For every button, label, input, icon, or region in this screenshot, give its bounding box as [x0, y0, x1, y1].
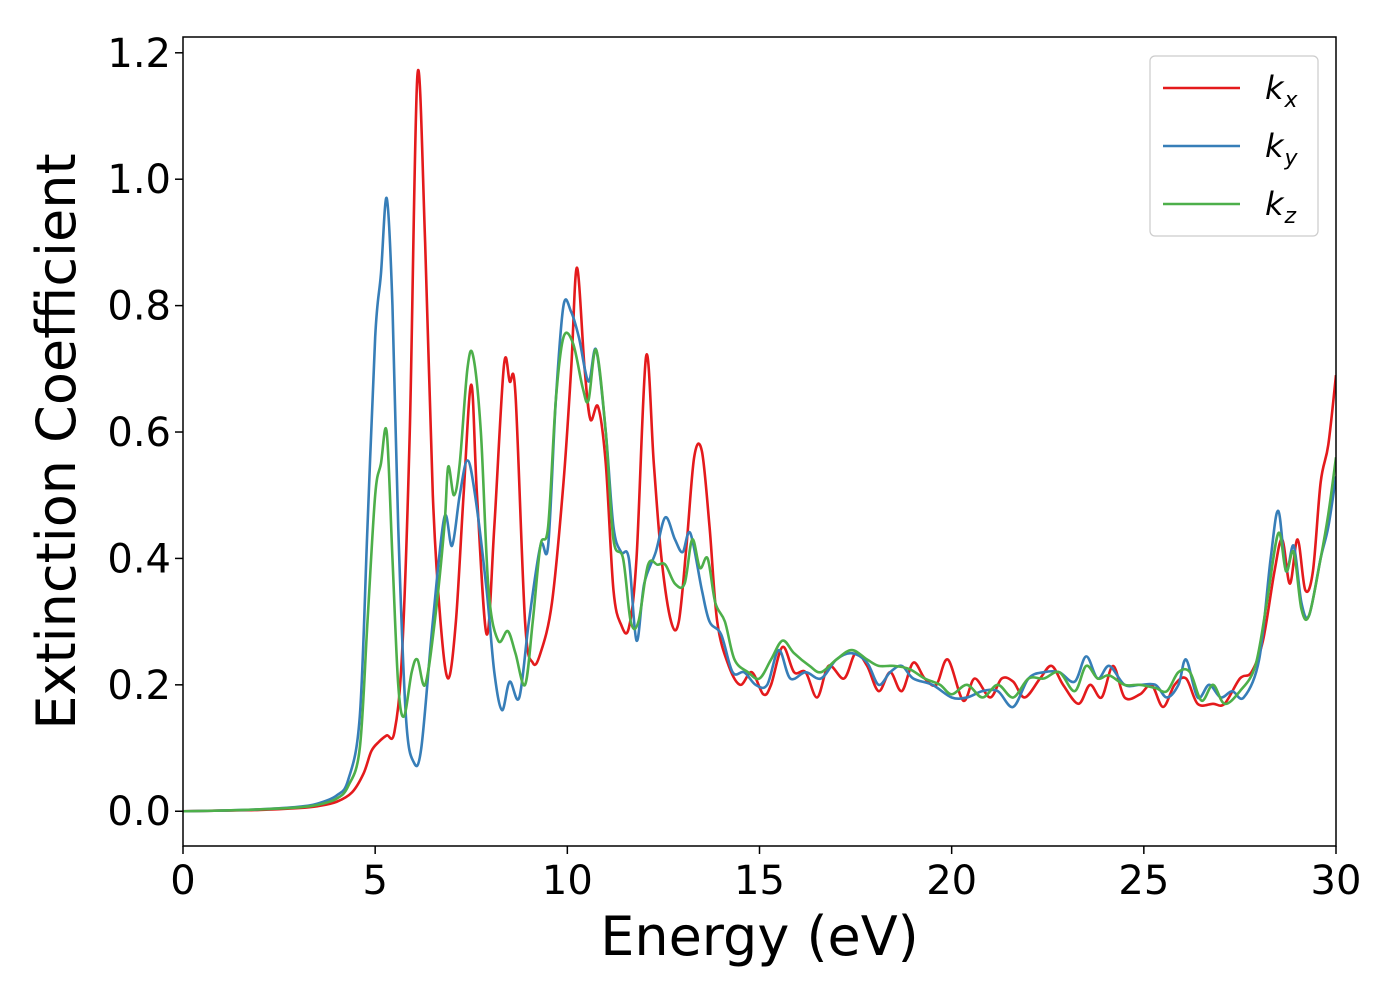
series-line-kx: [183, 68, 1336, 813]
x-axis: 0 5 10 15 20 25 30: [170, 846, 1361, 904]
series-line-ky: [183, 196, 1336, 813]
legend: kx ky kz: [1149, 55, 1319, 237]
x-tick-label: 5: [362, 858, 387, 904]
y-tick-label: 1.0: [107, 157, 171, 203]
x-tick-label: 10: [542, 858, 593, 904]
legend-label-kz: kz: [1265, 185, 1297, 229]
y-tick-label: 0.8: [107, 284, 171, 330]
y-tick-label: 0.6: [107, 410, 171, 456]
series-line-kz: [183, 331, 1336, 813]
x-tick-label: 25: [1118, 858, 1169, 904]
x-tick-label: 15: [734, 858, 785, 904]
y-tick-label: 0.2: [107, 663, 171, 709]
x-tick-label: 0: [170, 858, 195, 904]
y-tick-label: 0.0: [107, 789, 171, 835]
y-axis: 0.0 0.2 0.4 0.6 0.8 1.0 1.2: [107, 31, 183, 835]
series-layer: [183, 68, 1336, 813]
y-tick-label: 0.4: [107, 536, 171, 582]
legend-label-kx: kx: [1265, 69, 1299, 113]
x-tick-label: 20: [926, 858, 977, 904]
y-axis-label: Extinction Coefficient: [25, 153, 88, 729]
legend-label-ky: ky: [1265, 127, 1299, 171]
x-axis-label: Energy (eV): [600, 905, 919, 968]
x-tick-label: 30: [1311, 858, 1362, 904]
y-tick-label: 1.2: [107, 31, 171, 77]
